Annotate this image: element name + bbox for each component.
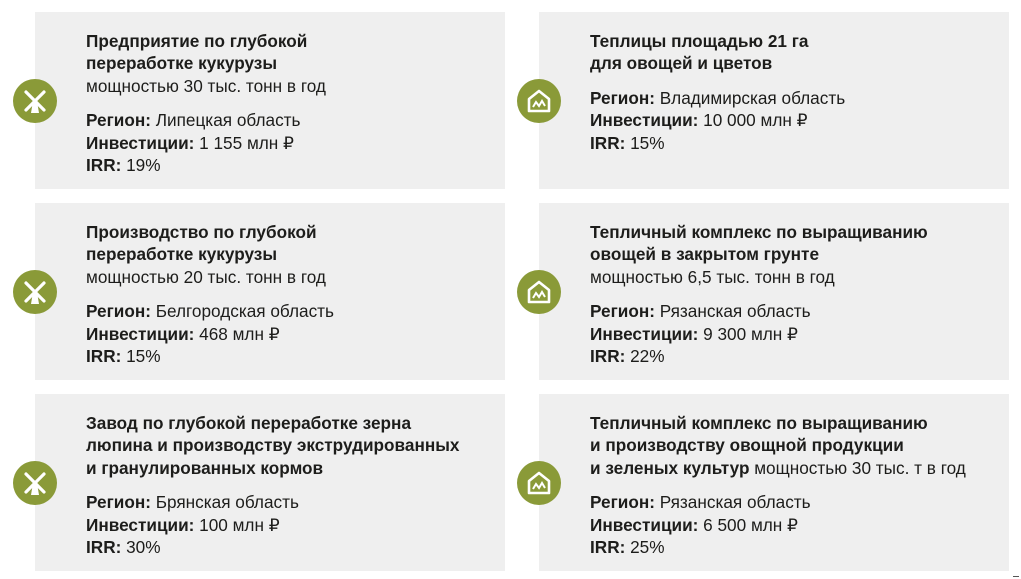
project-title: Завод по глубокой переработке зерна люпин… (86, 413, 460, 478)
project-capacity: мощностью 6,5 тыс. тонн в год (590, 266, 835, 287)
page-edge-mark (1013, 576, 1019, 577)
irr-label: IRR: (590, 346, 626, 367)
investment-row: Инвестиции: 6 500 млн ₽ (590, 514, 995, 536)
irr-label: IRR: (590, 537, 626, 558)
investment-label: Инвестиции: (590, 110, 699, 131)
investment-value: 6 500 млн ₽ (703, 514, 798, 535)
region-label: Регион: (590, 492, 655, 513)
region-value: Брянская область (155, 492, 299, 513)
irr-row: IRR: 30% (86, 536, 491, 558)
irr-value: 15% (126, 346, 161, 367)
investment-label: Инвестиции: (86, 514, 195, 535)
investment-value: 1 155 млн ₽ (199, 132, 294, 153)
project-title: Тепличный комплекс по выращиванию овощей … (590, 222, 928, 265)
investment-row: Инвестиции: 9 300 млн ₽ (590, 323, 995, 345)
project-capacity: мощностью 30 тыс. тонн в год (86, 75, 326, 96)
greenhouse-icon (517, 270, 561, 314)
region-value: Липецкая область (155, 110, 301, 131)
project-card: Предприятие по глубокой переработке кукур… (35, 12, 505, 189)
irr-value: 19% (126, 155, 161, 176)
irr-label: IRR: (86, 155, 122, 176)
region-value: Владимирская область (659, 87, 846, 108)
windmill-icon (13, 461, 57, 505)
investment-label: Инвестиции: (590, 514, 699, 535)
project-card: Тепличный комплекс по выращиванию овощей … (539, 203, 1009, 380)
investment-value: 100 млн ₽ (199, 514, 280, 535)
region-label: Регион: (86, 492, 151, 513)
irr-label: IRR: (590, 132, 626, 153)
investment-row: Инвестиции: 1 155 млн ₽ (86, 132, 491, 154)
investment-value: 10 000 млн ₽ (703, 110, 808, 131)
region-value: Белгородская область (155, 301, 335, 322)
project-text: Производство по глубокой переработке куку… (86, 221, 491, 367)
irr-label: IRR: (86, 537, 122, 558)
region-row: Регион: Рязанская область (590, 491, 995, 513)
windmill-icon (13, 79, 57, 123)
project-capacity: мощностью 30 тыс. т в год (754, 457, 966, 478)
region-row: Регион: Рязанская область (590, 300, 995, 322)
investment-label: Инвестиции: (86, 323, 195, 344)
region-row: Регион: Брянская область (86, 491, 491, 513)
irr-label: IRR: (86, 346, 122, 367)
region-label: Регион: (86, 110, 151, 131)
region-label: Регион: (590, 301, 655, 322)
project-text: Завод по глубокой переработке зерна люпин… (86, 412, 491, 558)
region-row: Регион: Белгородская область (86, 300, 491, 322)
investment-row: Инвестиции: 10 000 млн ₽ (590, 109, 995, 131)
windmill-icon (13, 270, 57, 314)
project-card: Завод по глубокой переработке зерна люпин… (35, 394, 505, 571)
investment-label: Инвестиции: (590, 323, 699, 344)
investment-value: 468 млн ₽ (199, 323, 280, 344)
project-card: Теплицы площадью 21 га для овощей и цвето… (539, 12, 1009, 189)
project-text: Предприятие по глубокой переработке кукур… (86, 30, 491, 176)
investment-label: Инвестиции: (86, 132, 195, 153)
irr-row: IRR: 25% (590, 536, 995, 558)
investment-value: 9 300 млн ₽ (703, 323, 798, 344)
region-value: Рязанская область (659, 492, 811, 513)
irr-row: IRR: 15% (86, 345, 491, 367)
irr-row: IRR: 22% (590, 345, 995, 367)
project-text: Тепличный комплекс по выращиванию овощей … (590, 221, 995, 367)
project-capacity: мощностью 20 тыс. тонн в год (86, 266, 326, 287)
irr-value: 15% (630, 132, 665, 153)
project-text: Тепличный комплекс по выращиванию и произ… (590, 412, 995, 558)
project-card: Производство по глубокой переработке куку… (35, 203, 505, 380)
project-title: Тепличный комплекс по выращиванию и произ… (590, 413, 928, 478)
irr-value: 30% (126, 537, 161, 558)
greenhouse-icon (517, 461, 561, 505)
irr-value: 25% (630, 537, 665, 558)
project-title: Производство по глубокой переработке куку… (86, 222, 317, 265)
region-label: Регион: (86, 301, 151, 322)
irr-row: IRR: 19% (86, 154, 491, 176)
investment-row: Инвестиции: 468 млн ₽ (86, 323, 491, 345)
greenhouse-icon (517, 79, 561, 123)
project-text: Теплицы площадью 21 га для овощей и цвето… (590, 30, 995, 154)
project-title: Предприятие по глубокой переработке кукур… (86, 31, 308, 74)
investment-row: Инвестиции: 100 млн ₽ (86, 514, 491, 536)
region-label: Регион: (590, 87, 655, 108)
project-title: Теплицы площадью 21 га для овощей и цвето… (590, 31, 809, 74)
region-row: Регион: Владимирская область (590, 87, 995, 109)
region-value: Рязанская область (659, 301, 811, 322)
project-card: Тепличный комплекс по выращиванию и произ… (539, 394, 1009, 571)
region-row: Регион: Липецкая область (86, 109, 491, 131)
irr-row: IRR: 15% (590, 132, 995, 154)
irr-value: 22% (630, 346, 665, 367)
